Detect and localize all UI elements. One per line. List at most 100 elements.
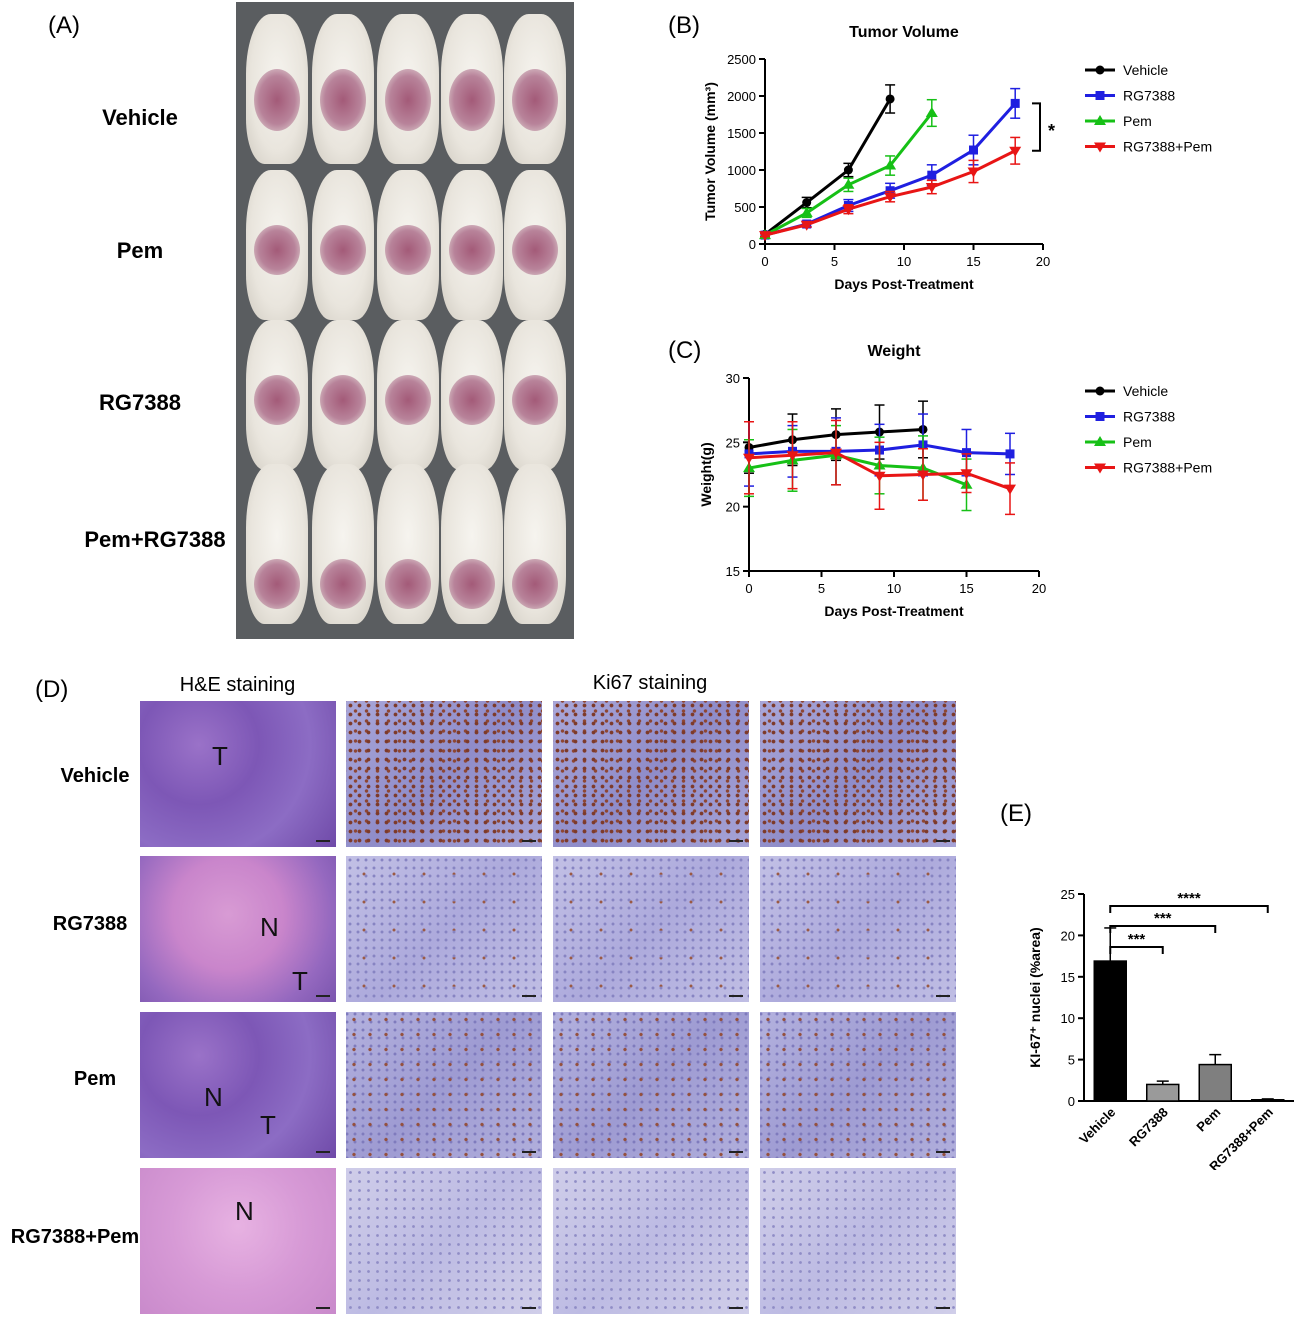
ki67-tile-combo-3 xyxy=(760,1168,956,1314)
ki67-tile-vehicle-2 xyxy=(553,701,749,847)
y-tick-label: 1000 xyxy=(727,163,756,178)
significance-label: * xyxy=(1048,121,1055,141)
data-point xyxy=(962,448,971,458)
data-point xyxy=(917,470,929,481)
data-point xyxy=(786,451,799,462)
tumor xyxy=(320,375,366,425)
x-tick-label: 20 xyxy=(1036,254,1050,269)
tile-letter-t: T xyxy=(292,966,308,996)
bar xyxy=(1251,1099,1285,1102)
ki67-tile-vehicle-1 xyxy=(346,701,542,847)
legend-label: Vehicle xyxy=(1123,62,1168,78)
panel-c-letter: (C) xyxy=(668,337,702,364)
x-tick-label: 0 xyxy=(761,254,768,269)
scale-bar xyxy=(729,840,743,842)
scale-bar xyxy=(729,1307,743,1309)
bar xyxy=(1093,960,1127,1102)
x-tick-label: 20 xyxy=(1032,581,1046,596)
panel-a-letter: (A) xyxy=(48,12,80,39)
ki67-tile-combo-2 xyxy=(553,1168,749,1314)
tumor xyxy=(320,559,366,609)
legend-marker xyxy=(1094,436,1106,446)
significance-bracket xyxy=(1109,946,1164,954)
scale-bar xyxy=(522,995,536,997)
panel-a-label-rg7388: RG7388 xyxy=(99,390,181,415)
chart-title: Tumor Volume xyxy=(849,24,959,41)
chart-title: Weight xyxy=(867,343,921,360)
y-tick-label: 25 xyxy=(726,435,740,450)
data-point xyxy=(885,94,895,104)
data-point xyxy=(1004,484,1016,495)
bar xyxy=(1198,1063,1232,1102)
data-point xyxy=(800,220,813,231)
x-tick-label: 5 xyxy=(818,581,825,596)
tumor xyxy=(512,375,558,425)
scale-bar xyxy=(522,1151,536,1153)
y-tick-label: 5 xyxy=(1068,1053,1075,1068)
data-point xyxy=(925,107,938,118)
he-staining-title: H&E staining xyxy=(179,674,296,696)
legend-marker xyxy=(1095,386,1105,396)
ki67-staining-title: Ki67 staining xyxy=(592,672,708,694)
row-label-vehicle: Vehicle xyxy=(60,765,130,787)
data-point xyxy=(1010,98,1020,108)
y-tick-label: 25 xyxy=(1061,887,1075,902)
data-point xyxy=(743,453,755,464)
tile-letter-n: N xyxy=(204,1082,223,1112)
x-tick-label: RG7388 xyxy=(1126,1105,1171,1150)
scale-bar xyxy=(522,1307,536,1309)
y-axis-label: Weight(g) xyxy=(698,442,714,506)
data-point xyxy=(925,183,938,194)
ki67-tile-rg7388-2 xyxy=(553,856,749,1002)
legend-label: Pem xyxy=(1123,434,1152,450)
tumor xyxy=(512,225,558,275)
scale-bar xyxy=(316,995,330,997)
data-point xyxy=(842,205,855,216)
tile-letter-n: N xyxy=(260,912,279,942)
significance-label: **** xyxy=(1177,890,1201,907)
data-point xyxy=(873,471,886,482)
tumor xyxy=(320,225,366,275)
legend-label: RG7388+Pem xyxy=(1123,460,1212,476)
x-tick-label: Pem xyxy=(1193,1105,1223,1135)
data-point xyxy=(800,206,813,217)
tumor xyxy=(449,375,495,425)
x-axis-label: Days Post-Treatment xyxy=(834,276,974,292)
legend-label: Pem xyxy=(1123,113,1152,129)
tile-letter-t: T xyxy=(212,741,228,771)
tile-letter-n: N xyxy=(235,1196,254,1226)
bar xyxy=(1146,1083,1180,1102)
data-point xyxy=(960,469,973,480)
legend-marker xyxy=(1094,115,1106,125)
legend-label: RG7388 xyxy=(1123,409,1175,425)
scale-bar xyxy=(729,995,743,997)
legend-label: Vehicle xyxy=(1123,383,1168,399)
row-label-pem: Pem xyxy=(73,1068,117,1090)
tumor-volume-chart: Tumor Volume 0 500 1000 1500 2000 2500 0 5 10 15 20… xyxy=(702,24,1212,292)
scale-bar xyxy=(522,840,536,842)
y-tick-label: 15 xyxy=(1061,970,1075,985)
ki67-bar-chart: 0 5 10 15 20 25 KI-67⁺ nuclei (%area) Vehicle RG… xyxy=(1027,887,1294,1170)
y-tick-label: 2500 xyxy=(727,52,756,67)
tumor xyxy=(449,559,495,609)
y-tick-label: 15 xyxy=(726,564,740,579)
tumor xyxy=(254,225,300,275)
data-point xyxy=(1009,146,1022,157)
significance-bracket xyxy=(1109,905,1269,913)
x-tick-label: 10 xyxy=(897,254,911,269)
scale-bar xyxy=(936,1307,950,1309)
ki67-tile-pem-2 xyxy=(553,1012,749,1158)
data-point xyxy=(830,448,842,459)
ki67-tile-pem-3 xyxy=(760,1012,956,1158)
ki67-tile-rg7388-1 xyxy=(346,856,542,1002)
x-tick-label: 10 xyxy=(887,581,901,596)
scale-bar xyxy=(316,1307,330,1309)
y-tick-label: 20 xyxy=(1061,928,1075,943)
tumor xyxy=(385,225,431,275)
tumor xyxy=(254,69,300,131)
significance-label: *** xyxy=(1154,910,1172,927)
tumor xyxy=(320,69,366,131)
significance-label: *** xyxy=(1128,931,1146,948)
tumor xyxy=(254,375,300,425)
legend-marker xyxy=(1095,412,1105,421)
